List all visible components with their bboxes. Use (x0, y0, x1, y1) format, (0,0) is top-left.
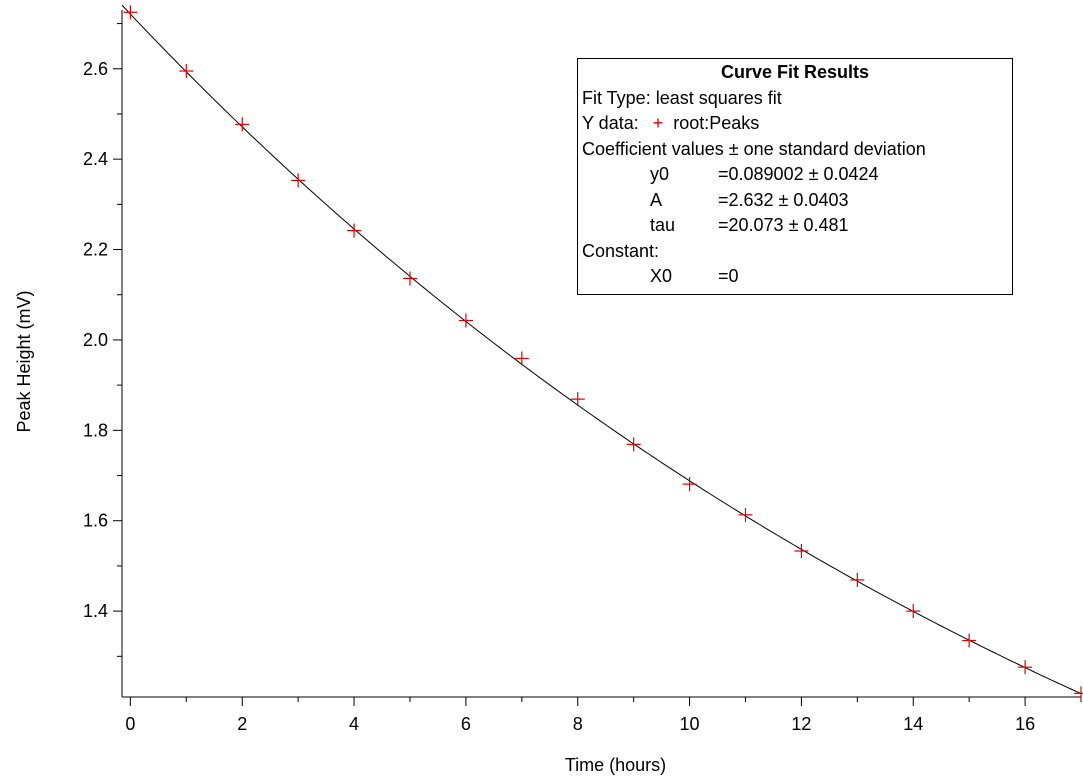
y-tick-label: 1.6 (83, 511, 108, 531)
y-tick-label: 2.6 (83, 59, 108, 79)
y-tick-label: 2.2 (83, 240, 108, 260)
data-point (347, 223, 362, 238)
constant-header: Constant: (582, 240, 660, 261)
data-point (179, 64, 194, 79)
x-tick-label: 14 (903, 714, 923, 734)
data-point (794, 544, 809, 559)
data-point (402, 271, 417, 286)
coefficient-value: =20.073 ± 0.481 (718, 215, 849, 235)
x-tick-label: 12 (791, 714, 811, 734)
data-point (291, 173, 306, 188)
coefficient-row: tau =20.073 ± 0.481 (578, 213, 1012, 239)
coefficient-header: Coefficient values ± one standard deviat… (582, 138, 926, 159)
y-data-row: Y data: + root:Peaks (578, 111, 1012, 137)
coefficient-name: tau (650, 215, 676, 235)
coefficient-name: A (650, 189, 663, 210)
curve-fit-results-box: Curve Fit Results Fit Type: least square… (577, 58, 1013, 295)
constant-name: X0 (650, 266, 673, 286)
coefficient-value: =2.632 ± 0.0403 (718, 189, 849, 210)
coefficient-row: A =2.632 ± 0.0403 (578, 188, 1012, 214)
y-axis-title: Peak Height (mV) (14, 290, 34, 432)
data-point (570, 392, 585, 407)
x-tick-label: 10 (680, 714, 700, 734)
x-tick-label: 6 (461, 714, 471, 734)
y-tick-label: 1.8 (83, 420, 108, 440)
constant-row: X0 =0 (578, 264, 1012, 290)
x-tick-label: 16 (1015, 714, 1035, 734)
data-point (514, 351, 529, 366)
data-point (235, 117, 250, 132)
data-point (1018, 660, 1033, 675)
coefficient-name: y0 (650, 164, 670, 184)
y-data-marker-icon: + (652, 113, 664, 133)
x-tick-label: 4 (349, 714, 359, 734)
y-data-label: Y data: (582, 113, 639, 133)
data-point (962, 633, 977, 648)
y-tick-label: 2.0 (83, 330, 108, 350)
data-point (123, 5, 138, 20)
y-tick-label: 2.4 (83, 149, 108, 169)
y-tick-label: 1.4 (83, 601, 108, 621)
constant-value: =0 (718, 266, 739, 286)
x-axis-title: Time (hours) (565, 755, 666, 775)
x-tick-label: 0 (125, 714, 135, 734)
fit-curve-line (121, 4, 1082, 695)
coefficient-value: =0.089002 ± 0.0424 (718, 164, 879, 184)
data-point (850, 572, 865, 587)
data-point (682, 477, 697, 492)
data-point (458, 313, 473, 328)
data-point (1074, 686, 1083, 701)
fit-type-text: Fit Type: least squares fit (582, 87, 782, 108)
data-point (738, 507, 753, 522)
x-tick-label: 8 (573, 714, 583, 734)
coefficient-row: y0 =0.089002 ± 0.0424 (578, 162, 1012, 188)
data-point (906, 604, 921, 619)
x-tick-label: 2 (237, 714, 247, 734)
fit-results-title: Curve Fit Results (720, 62, 870, 82)
y-data-name: root:Peaks (673, 113, 760, 133)
data-point (626, 437, 641, 452)
